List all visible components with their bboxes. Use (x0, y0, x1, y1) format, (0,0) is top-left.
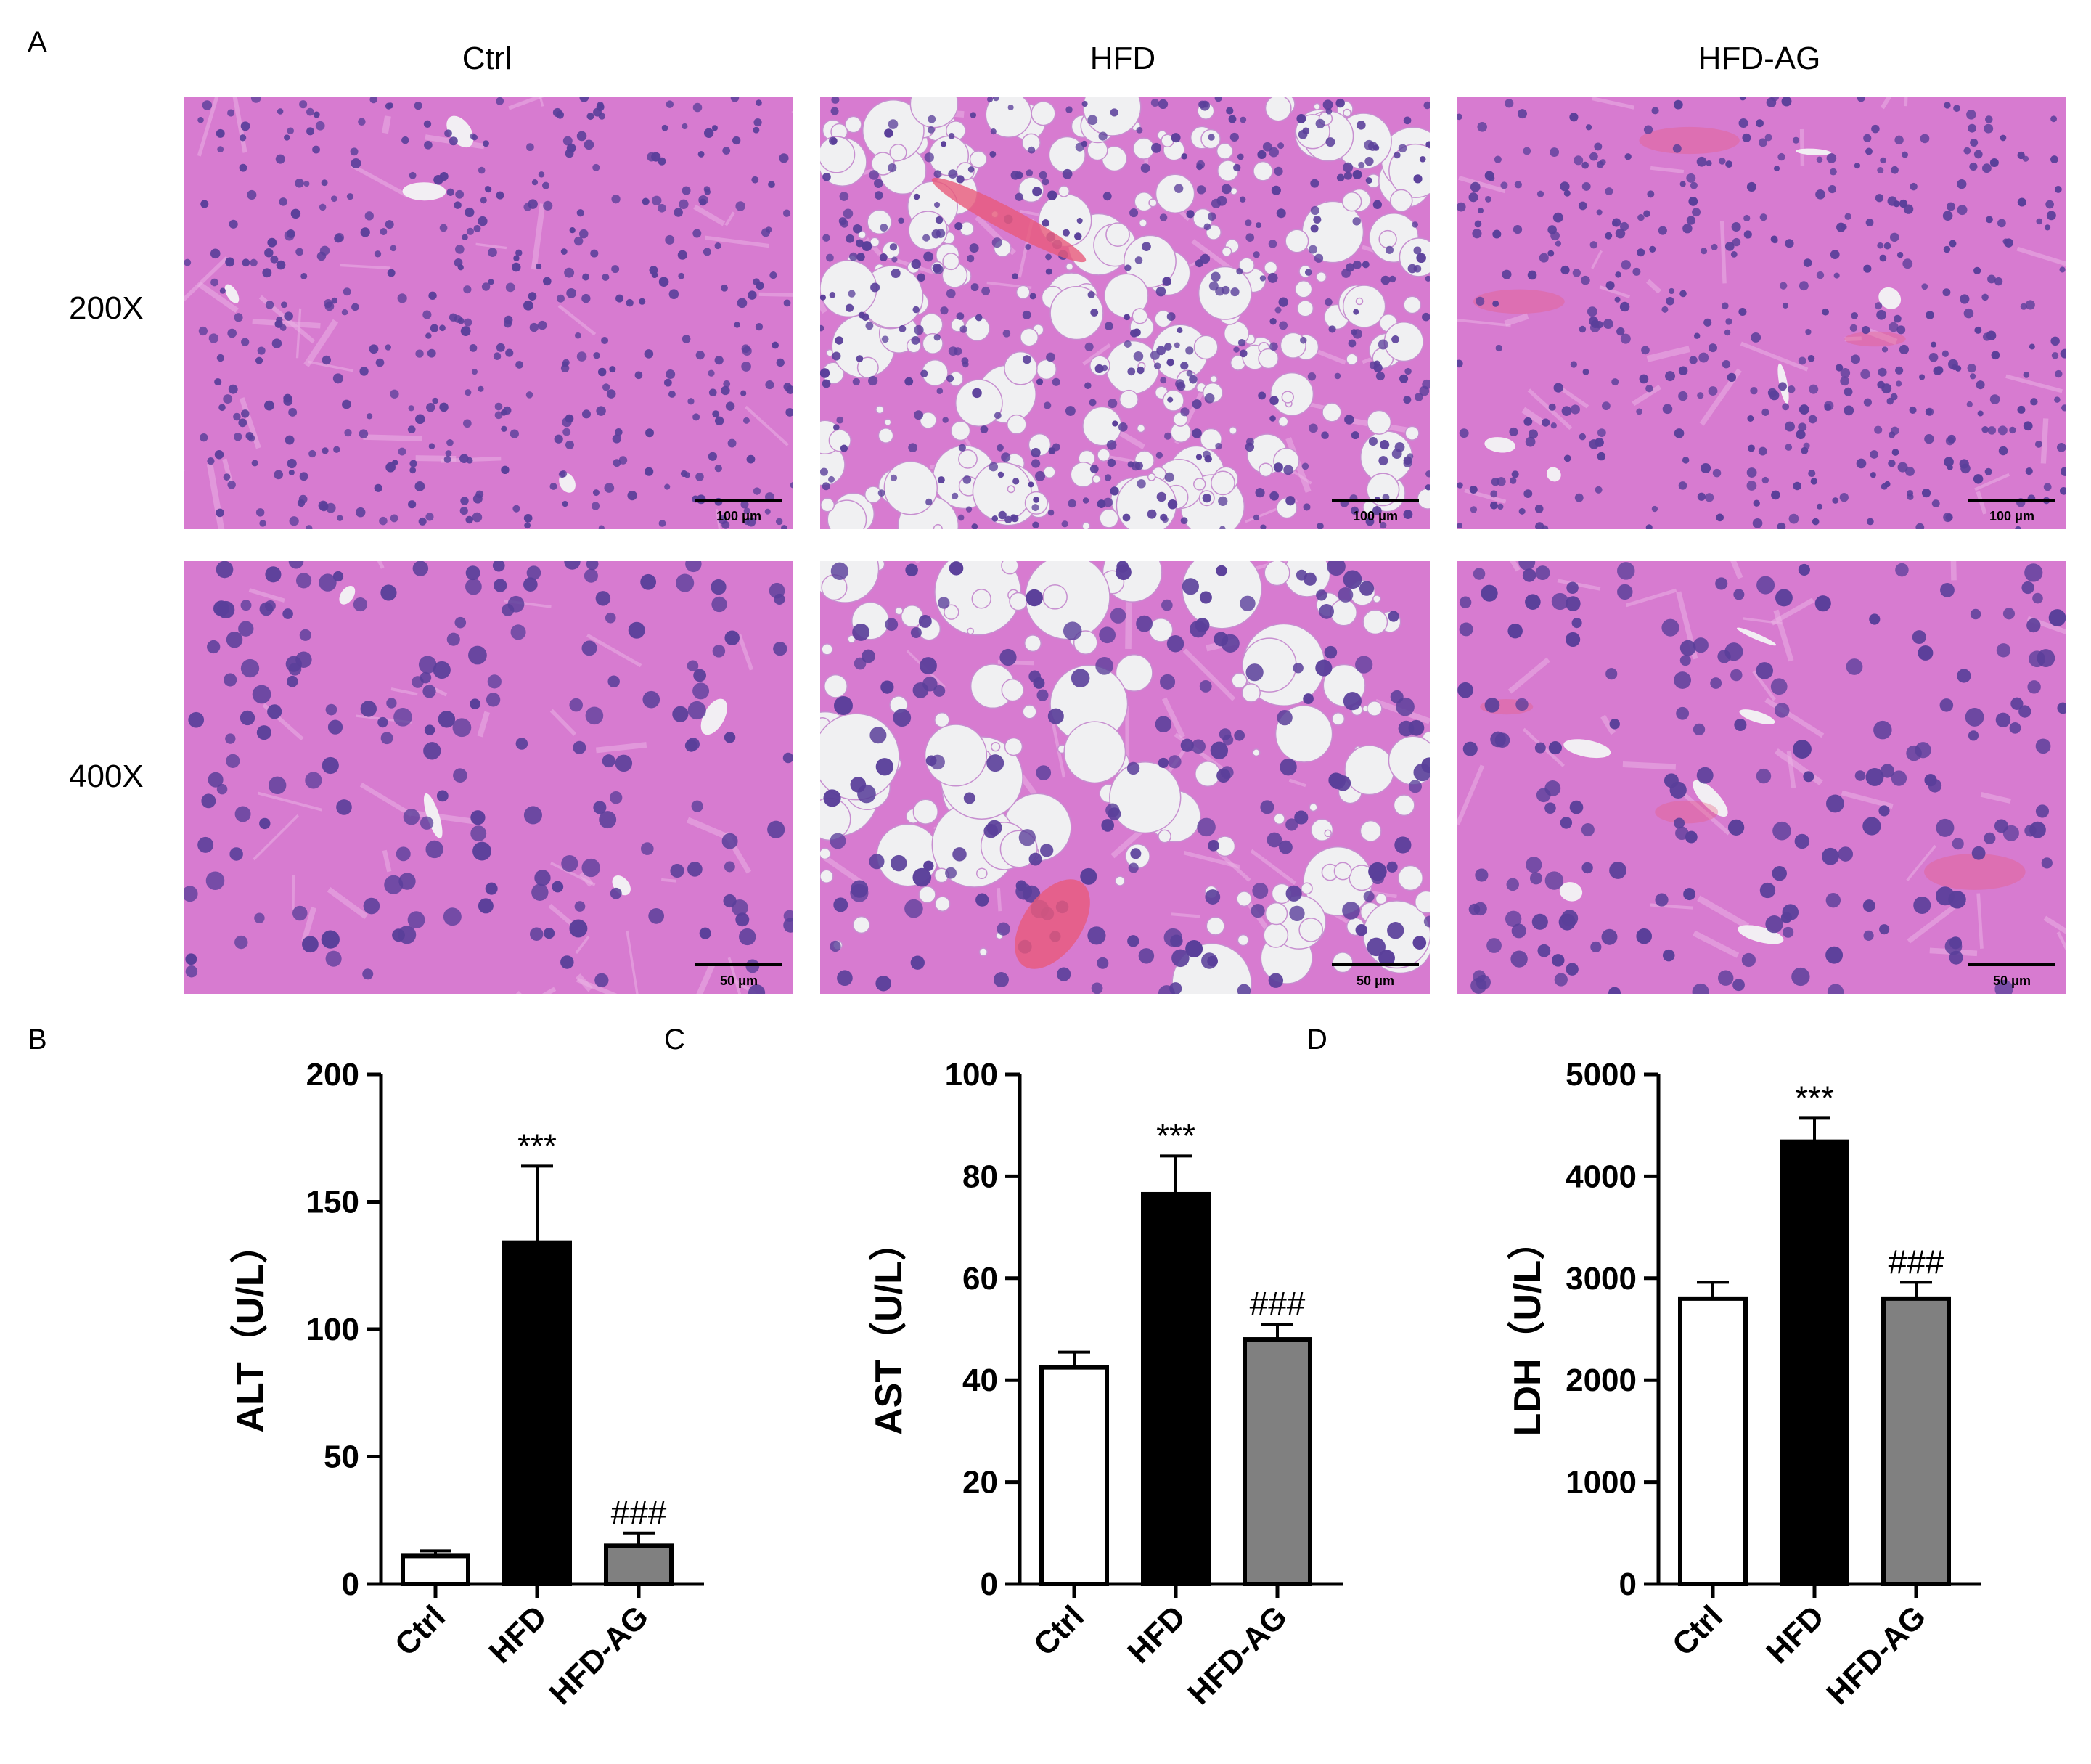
x-tick-label: HFD (1759, 1598, 1831, 1670)
bar-hfd (502, 1240, 572, 1586)
micrograph-hfd-400x: 50 μm (820, 561, 1430, 994)
bar-hfd-ag (604, 1543, 674, 1586)
micrograph-hfd-200x: 100 μm (820, 97, 1430, 529)
bar-hfd (1780, 1139, 1849, 1586)
y-axis-label: ALT（U/L） (229, 1226, 271, 1433)
column-label-ctrl: Ctrl (462, 41, 512, 76)
y-tick-label: 2000 (1566, 1363, 1637, 1398)
column-label-hfd: HFD (1089, 41, 1156, 76)
x-tick-label: Ctrl (388, 1598, 452, 1662)
scale-bar-label: 50 μm (720, 973, 758, 988)
y-tick-label: 50 (324, 1440, 359, 1475)
y-tick-label: 0 (342, 1567, 359, 1602)
bar-hfd-ag (1881, 1296, 1951, 1586)
y-tick-label: 3000 (1566, 1261, 1637, 1297)
y-tick-label: 20 (962, 1465, 998, 1500)
panel-letter-d: D (1306, 1024, 1327, 1055)
x-tick-label: HFD (1121, 1598, 1192, 1670)
x-tick-label: HFD-AG (1820, 1598, 1933, 1712)
bar-ctrl (401, 1553, 470, 1587)
y-tick-label: 0 (981, 1567, 998, 1602)
x-tick-label: HFD (482, 1598, 554, 1670)
y-tick-label: 5000 (1566, 1057, 1637, 1093)
bar-hfd (1141, 1191, 1211, 1587)
y-tick-label: 100 (306, 1312, 359, 1347)
row-label-200x: 200X (69, 290, 144, 326)
micrograph-hfd-ag-200x: 100 μm (1457, 97, 2066, 529)
y-tick-label: 100 (945, 1057, 998, 1093)
scale-bar-label: 100 μm (1353, 509, 1398, 523)
x-tick-label: Ctrl (1027, 1598, 1091, 1662)
y-axis-label: LDH（U/L） (1507, 1222, 1549, 1437)
x-tick-label: Ctrl (1666, 1598, 1730, 1662)
panel-letter-a: A (28, 26, 47, 58)
y-tick-label: 80 (962, 1159, 998, 1194)
significance-label: ### (1250, 1285, 1306, 1323)
scale-bar-label: 100 μm (716, 509, 761, 523)
y-tick-label: 1000 (1566, 1465, 1637, 1500)
panel-letter-c: C (664, 1024, 685, 1055)
y-tick-label: 0 (1619, 1567, 1637, 1602)
bar-ctrl (1039, 1365, 1109, 1586)
y-tick-label: 4000 (1566, 1159, 1637, 1194)
micrograph-hfd-ag-400x: 50 μm (1457, 561, 2066, 994)
chart-ldh: 0 1000 2000 3000 4000 5000 LDH（U/L） Ctrl *** HFD #… (1277, 1016, 1981, 1742)
scale-bar-label: 100 μm (1989, 509, 2034, 523)
chart-ast: 0 20 40 60 80 100 AST（U/L） Ctrl *** HFD ### HFD-AG (639, 1016, 1343, 1742)
chart-alt: 0 50 100 150 200 ALT（U/L） Ctrl *** HFD ### HFD-AG (0, 1016, 704, 1742)
micrograph-ctrl-200x: 100 μm (184, 97, 793, 529)
significance-label: ### (1889, 1243, 1944, 1281)
y-tick-label: 200 (306, 1057, 359, 1093)
panel-letter-b: B (28, 1024, 47, 1055)
scale-bar-label: 50 μm (1357, 973, 1394, 988)
scale-bar-label: 50 μm (1993, 973, 2031, 988)
significance-label: ### (611, 1494, 667, 1532)
row-label-400x: 400X (69, 759, 144, 794)
significance-label: *** (1795, 1079, 1834, 1116)
micrograph-ctrl-400x: 50 μm (184, 561, 793, 994)
y-tick-label: 150 (306, 1185, 359, 1220)
y-tick-label: 60 (962, 1261, 998, 1297)
bar-ctrl (1678, 1296, 1748, 1586)
y-tick-label: 40 (962, 1363, 998, 1398)
significance-label: *** (517, 1127, 557, 1164)
y-axis-label: AST（U/L） (868, 1223, 910, 1435)
bar-hfd-ag (1243, 1337, 1312, 1586)
significance-label: *** (1156, 1116, 1195, 1154)
column-label-hfd-ag: HFD-AG (1698, 41, 1821, 76)
